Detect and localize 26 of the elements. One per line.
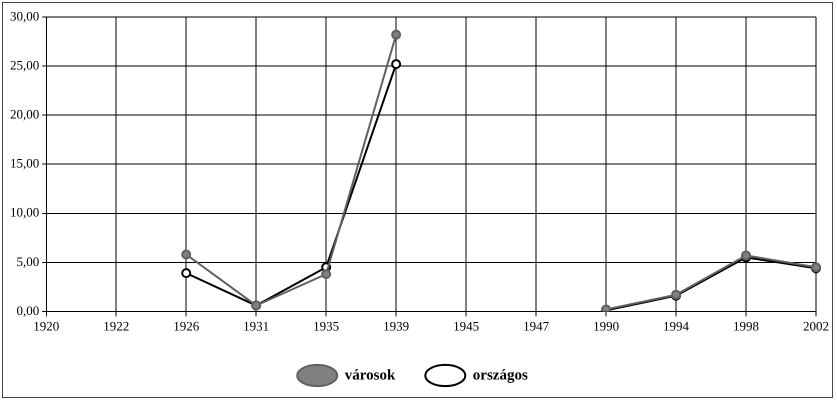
legend-label: országos [472, 367, 528, 384]
y-tick-label: 20,00 [10, 106, 40, 122]
y-tick-label: 5,00 [16, 254, 40, 269]
point [321, 269, 332, 280]
y-tick-label: 0,00 [16, 302, 40, 318]
y-tick-label: 25,00 [10, 57, 40, 72]
point [181, 268, 192, 278]
x-tick-label: 1935 [313, 318, 340, 334]
point [181, 249, 192, 260]
x-tick-label: 1994 [663, 318, 690, 334]
x-tick-label: 1920 [33, 318, 60, 334]
x-tick-label: 2002 [803, 318, 829, 334]
legend-label: városok [344, 367, 396, 384]
y-tick-label: 15,00 [10, 156, 40, 171]
x-tick-label: 1990 [593, 318, 620, 334]
x-tick-label: 1931 [243, 318, 270, 334]
x-tick-label: 1922 [103, 318, 130, 334]
point [391, 59, 402, 70]
point [391, 30, 402, 40]
x-tick-label: 1945 [453, 318, 480, 334]
x-tick-label: 1939 [383, 318, 410, 334]
y-tick-label: 30,00 [10, 8, 40, 24]
x-tick-label: 1998 [733, 318, 760, 334]
x-tick-label: 1947 [523, 318, 550, 334]
x-tick-label: 1926 [173, 318, 200, 334]
y-tick-label: 10,00 [10, 204, 40, 220]
